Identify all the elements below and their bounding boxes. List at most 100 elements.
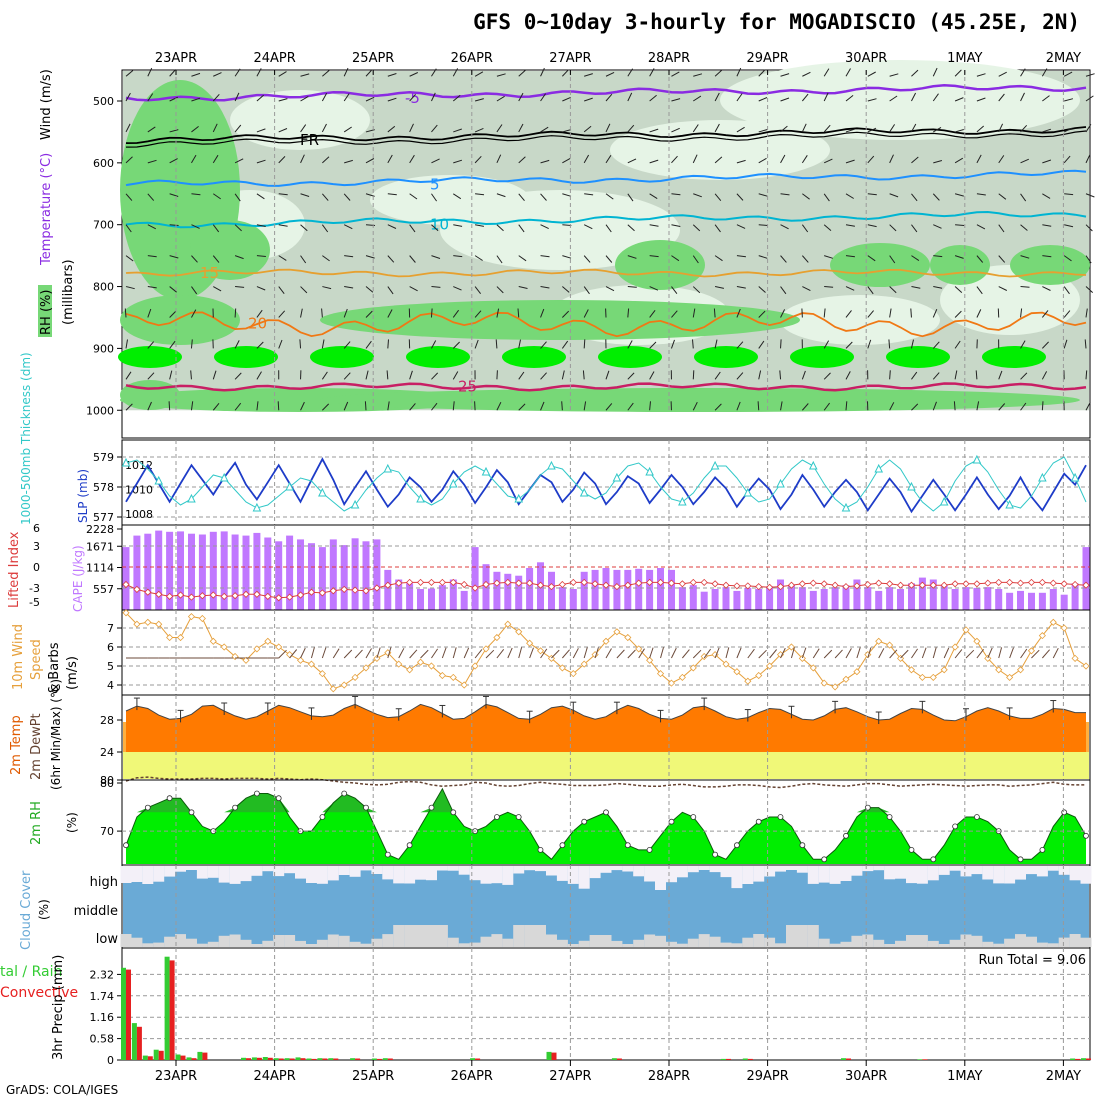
lifted-marker: [667, 579, 676, 587]
wind-barb: [954, 157, 964, 164]
wind10-marker: [460, 681, 468, 689]
wind-barb: [256, 68, 262, 77]
top-day-label-1MAY: 1MAY: [947, 51, 982, 66]
wind-barb: [540, 341, 547, 349]
precip-convective-bar: [311, 1058, 317, 1060]
wind-barb: [801, 93, 809, 102]
thickness-marker: [154, 475, 164, 485]
precip-convective-bar: [289, 1058, 295, 1060]
rh2m-marker: [777, 814, 784, 820]
wind-barb: [452, 341, 460, 349]
wind-barb: [430, 308, 433, 318]
wind-barb: [212, 255, 220, 263]
wind-barb: [692, 124, 699, 133]
wind-barb: [671, 286, 678, 295]
cloud-high-gap: [502, 866, 514, 885]
lifted-marker: [482, 580, 490, 589]
wind-barb: [169, 69, 176, 77]
cape-bar: [460, 590, 468, 610]
wind-barb: [387, 154, 393, 164]
wind10-barb: [845, 648, 852, 659]
cloud-high-gap: [687, 866, 699, 873]
wind-barb: [190, 401, 194, 411]
lifted-marker: [340, 585, 348, 593]
cape-bar: [220, 531, 228, 610]
cloud-high-gap: [1026, 866, 1037, 875]
precip-convective-bar: [551, 1052, 557, 1060]
cloud-high-gap: [622, 866, 634, 872]
lifted-marker: [384, 581, 392, 589]
precip-total-bar: [164, 956, 170, 1060]
wind10-barb: [441, 647, 447, 659]
cloud-low-fill: [229, 934, 241, 947]
cape-bar: [351, 538, 359, 610]
wind-barb: [387, 97, 397, 102]
wind-barb: [888, 339, 891, 349]
wind10-barb: [485, 649, 495, 659]
wind-barb: [955, 224, 965, 226]
rh2m-marker: [1061, 809, 1068, 816]
cloud-high-gap: [655, 866, 666, 890]
wind10-barb: [551, 649, 560, 659]
wind10-barb: [398, 648, 405, 659]
cloud-label-1: Cloud Cover: [19, 870, 34, 950]
cloud-low-fill: [1047, 943, 1059, 947]
wind10-marker: [427, 662, 436, 670]
wind-barb: [518, 193, 525, 202]
wind-barb: [322, 156, 330, 164]
precip-total-bar: [742, 1058, 748, 1060]
rh2m-marker: [930, 856, 937, 863]
cloud-low-fill: [535, 925, 546, 947]
wind-barb: [976, 224, 986, 230]
wind-barb: [147, 93, 154, 102]
cloud-high-gap: [175, 866, 186, 872]
temperature-line: [125, 703, 1086, 722]
wind-barb: [387, 73, 397, 77]
precip-frame: [121, 947, 1091, 1061]
rh2m-marker: [843, 832, 849, 839]
cape-bar: [722, 587, 730, 610]
precip-label-convective: Convective: [0, 985, 78, 1001]
wind10-marker: [351, 673, 359, 681]
slp-tick-1008: 1008: [125, 508, 153, 521]
wind10-barb: [420, 649, 429, 659]
lifted-marker: [820, 580, 828, 588]
cloud-low-fill: [906, 935, 917, 947]
lifted-marker: [373, 584, 381, 592]
lifted-marker: [471, 584, 479, 592]
wind10-barb: [300, 647, 306, 659]
wind-barb: [758, 255, 768, 259]
cape-bar: [144, 533, 152, 610]
wind-barb: [169, 224, 179, 226]
lifted-marker: [842, 583, 850, 591]
cloud-low-fill: [600, 935, 612, 947]
wind-barb: [1042, 95, 1050, 102]
wind-barb: [452, 193, 462, 200]
wind-barb: [452, 401, 455, 411]
cloud-high-gap: [262, 866, 274, 872]
cloud-low-fill: [502, 938, 514, 947]
wind-barb: [191, 72, 201, 77]
wind-barb: [169, 286, 177, 293]
wind-barb: [889, 370, 891, 380]
cloud-low-fill: [578, 940, 590, 947]
lifted-marker: [166, 592, 174, 600]
rh2m-marker: [384, 851, 391, 858]
wind-barb: [496, 95, 505, 102]
wind-barb: [998, 286, 1008, 291]
cloud-low-fill: [436, 925, 448, 947]
wind10-barb: [681, 649, 690, 659]
cloud-high-gap: [633, 866, 645, 877]
precip-convective-bar: [147, 1056, 153, 1060]
lifted-marker: [1016, 579, 1025, 587]
rh2m-marker: [450, 809, 457, 816]
wind-barb: [627, 92, 633, 102]
lifted-marker: [853, 582, 861, 590]
wind-barb: [823, 158, 833, 164]
wind-barb: [976, 97, 986, 102]
wind-barb: [234, 92, 240, 102]
wind-barb: [212, 402, 220, 411]
wind10-marker: [744, 677, 752, 685]
wind-barb: [758, 69, 766, 77]
cloud-low-fill: [786, 925, 797, 947]
